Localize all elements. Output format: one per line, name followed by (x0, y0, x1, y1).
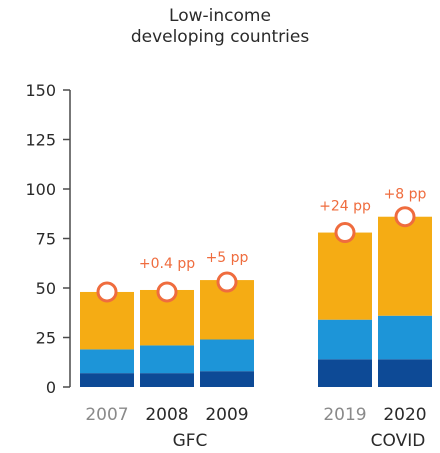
y-tick-label: 0 (46, 378, 56, 397)
bar-segment (200, 371, 254, 387)
y-tick-label: 50 (36, 279, 56, 298)
bar-segment (80, 349, 134, 374)
change-annotation: +5 pp (206, 250, 249, 266)
change-annotation: +8 pp (384, 187, 427, 203)
bar-segment (378, 315, 432, 360)
y-tick-label: 100 (25, 180, 56, 199)
total-marker (96, 281, 118, 303)
bar-segment (140, 345, 194, 374)
total-marker (156, 281, 178, 303)
y-tick-label: 25 (36, 329, 56, 348)
x-tick-label: 2019 (323, 405, 366, 425)
y-tick-label: 150 (25, 81, 56, 100)
group-label: COVID (371, 431, 426, 451)
bar-segment (140, 373, 194, 387)
bar-segment (378, 216, 432, 316)
change-annotation: +24 pp (319, 199, 371, 215)
bar-segment (318, 232, 372, 320)
x-tick-label: 2009 (205, 405, 248, 425)
x-tick-label: 2020 (383, 405, 426, 425)
y-tick-label: 75 (36, 230, 56, 249)
total-marker (394, 206, 416, 228)
bar-segment (200, 339, 254, 372)
bar-segment (318, 359, 372, 387)
group-label: GFC (173, 431, 208, 451)
x-tick-label: 2007 (85, 405, 128, 425)
chart-title: Low-income developing countries (0, 6, 440, 48)
bar-segment (318, 319, 372, 360)
chart-title-line-1: Low-income (169, 6, 271, 26)
total-marker (334, 222, 356, 244)
bar-segment (378, 359, 432, 387)
chart-title-line-2: developing countries (130, 27, 310, 47)
y-tick-label: 125 (25, 131, 56, 150)
change-annotation: +0.4 pp (139, 256, 195, 272)
x-tick-label: 2008 (145, 405, 188, 425)
total-marker (216, 271, 238, 293)
bar-segment (80, 373, 134, 387)
